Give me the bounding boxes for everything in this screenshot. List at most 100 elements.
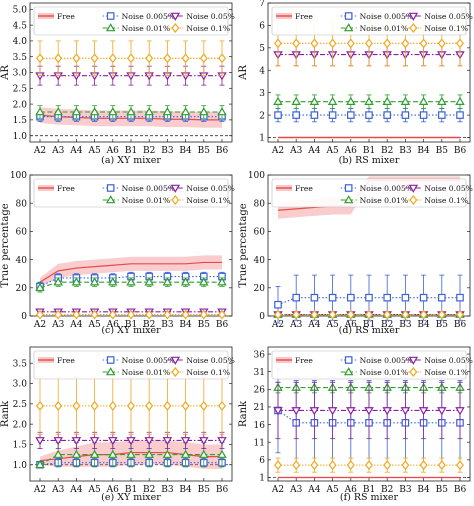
data-point	[419, 111, 428, 119]
x-tick-label: B5	[436, 320, 449, 330]
data-point	[181, 309, 190, 320]
data-point	[89, 107, 100, 116]
data-point	[199, 277, 209, 286]
series-noise_01	[36, 377, 226, 435]
legend-marker	[344, 12, 353, 20]
data-point	[365, 293, 373, 302]
legend-marker	[105, 367, 116, 376]
data-point	[90, 400, 99, 411]
data-point	[217, 107, 227, 116]
x-tick-label: B5	[436, 146, 449, 156]
x-tick-label: A5	[87, 485, 100, 495]
data-point	[199, 400, 208, 411]
data-point	[347, 293, 355, 302]
x-tick-label: B6	[216, 485, 229, 495]
legend: Free Noise 0.005% Noise 0.05% Noise 0.01% No…	[33, 6, 235, 36]
data-point	[383, 309, 392, 320]
x-tick-label: B3	[399, 146, 412, 156]
x-tick-label: A2	[271, 146, 284, 156]
data-point	[382, 407, 392, 416]
data-point	[346, 96, 356, 105]
y-axis-label: Rank	[238, 400, 249, 427]
y-axis-label: AR	[238, 65, 249, 81]
y-tick-label: 4.5	[13, 21, 28, 31]
legend-label-noise_005: Noise 0.05%	[424, 184, 473, 193]
y-tick-label: 2.0	[13, 100, 28, 110]
legend-label-noise_001: Noise 0.01%	[360, 196, 409, 205]
data-point	[126, 277, 136, 286]
legend-label-noise_001: Noise 0.01%	[122, 368, 171, 377]
data-point	[145, 309, 154, 320]
x-tick-label: B1	[125, 320, 137, 330]
data-point	[328, 309, 337, 320]
x-tick-label: B2	[143, 320, 155, 330]
data-point	[365, 111, 373, 119]
x-tick-label: B5	[198, 320, 211, 330]
y-axis-label: True percentage	[238, 203, 249, 287]
legend-label-noise_005: Noise 0.05%	[186, 184, 235, 193]
data-point	[71, 437, 82, 446]
data-point	[126, 437, 136, 446]
data-point	[54, 400, 63, 411]
x-tick-label: A3	[51, 485, 64, 495]
series-noise_001	[35, 277, 227, 293]
legend-label-noise_01: Noise 0.1%	[186, 24, 230, 33]
legend-label-noise_005: Noise 0.05%	[186, 356, 235, 365]
y-tick-label: 11	[254, 438, 265, 448]
x-tick-label: A5	[87, 146, 100, 156]
data-point	[181, 53, 190, 64]
y-tick-label: 1.0	[13, 132, 28, 142]
x-tick-label: B1	[363, 485, 375, 495]
x-tick-label: A2	[271, 485, 284, 495]
data-point	[401, 460, 410, 471]
y-tick-label: 4.0	[13, 37, 28, 47]
data-point	[437, 460, 446, 471]
data-point	[310, 293, 319, 302]
legend-label-free: Free	[295, 356, 313, 365]
legend-label-noise_01: Noise 0.1%	[186, 368, 230, 377]
data-point	[217, 437, 227, 446]
y-tick-label: 6	[259, 22, 265, 32]
y-tick-label: 36	[254, 350, 266, 360]
legend-label-free: Free	[57, 184, 75, 193]
y-tick-label: 80	[16, 199, 28, 209]
legend-marker	[408, 356, 419, 365]
data-point	[401, 111, 410, 119]
x-tick-label: A3	[51, 146, 64, 156]
y-tick-label: 40	[254, 256, 266, 266]
y-tick-label: 3	[259, 89, 265, 99]
data-point	[127, 53, 135, 64]
x-tick-label: A6	[344, 146, 357, 156]
legend: Free Noise 0.005% Noise 0.05% Noise 0.01% No…	[271, 6, 473, 36]
legend-marker	[344, 184, 353, 192]
data-point	[328, 111, 337, 119]
data-point	[437, 38, 446, 49]
data-point	[180, 449, 191, 458]
data-point	[401, 309, 410, 320]
legend-marker	[343, 195, 354, 204]
data-point	[35, 437, 45, 446]
data-point	[346, 460, 355, 471]
data-point	[53, 277, 63, 286]
data-point	[455, 96, 465, 105]
data-point	[180, 437, 191, 446]
y-tick-label: 26	[254, 386, 266, 396]
confidence-band	[40, 255, 222, 287]
series-noise_001	[273, 94, 465, 109]
x-tick-label: A3	[51, 320, 64, 330]
data-point	[54, 53, 63, 64]
series-line	[39, 261, 222, 283]
x-tick-label: A6	[344, 485, 357, 495]
data-point	[127, 400, 135, 411]
data-point	[163, 53, 172, 64]
data-point	[438, 293, 446, 302]
legend-label-noise_0005: Noise 0.005%	[122, 356, 175, 365]
data-point	[456, 38, 464, 49]
legend-marker	[409, 367, 418, 377]
data-point	[144, 107, 154, 116]
data-point	[383, 111, 392, 119]
y-tick-label: 7	[259, 0, 265, 9]
y-tick-label: 0	[21, 312, 27, 322]
data-point	[456, 111, 464, 119]
data-point	[292, 309, 301, 320]
